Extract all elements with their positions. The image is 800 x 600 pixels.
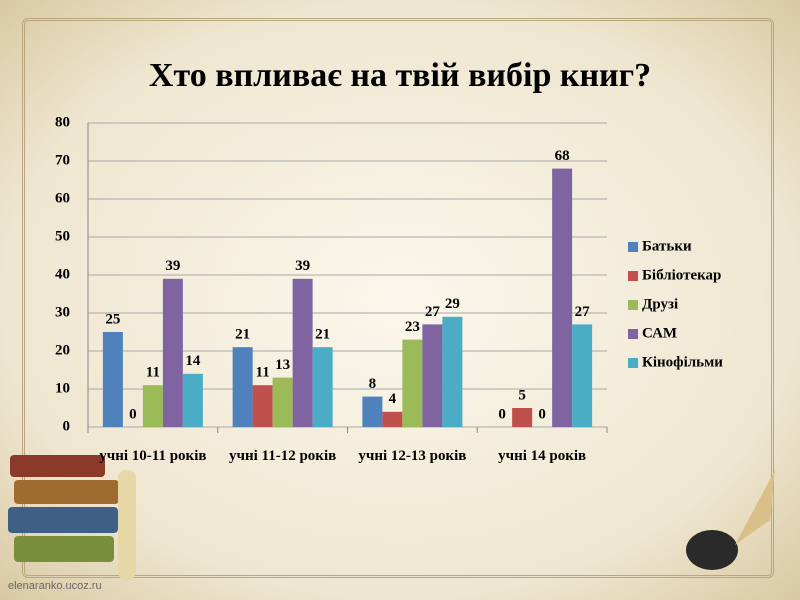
bar xyxy=(162,278,183,427)
bar xyxy=(252,385,273,427)
data-label: 4 xyxy=(389,391,397,407)
legend-swatch xyxy=(628,271,638,281)
bar xyxy=(362,396,383,427)
y-tick-label: 10 xyxy=(55,380,70,396)
data-label: 68 xyxy=(555,148,570,164)
data-label: 29 xyxy=(445,296,460,312)
y-tick-label: 70 xyxy=(55,152,70,168)
chart-title: Хто впливає на твій вибір книг? xyxy=(149,57,651,94)
x-tick-label: учні 14 років xyxy=(498,448,587,464)
y-tick-label: 40 xyxy=(55,266,70,282)
bar xyxy=(382,411,403,427)
legend-label: Бібліотекар xyxy=(642,267,721,283)
frame xyxy=(22,18,774,578)
bar xyxy=(182,373,203,427)
watermark: elenaranko.ucoz.ru xyxy=(8,580,102,592)
legend-swatch xyxy=(628,329,638,339)
legend-label: Друзі xyxy=(642,296,678,312)
data-label: 27 xyxy=(575,304,591,320)
legend-swatch xyxy=(628,300,638,310)
bar xyxy=(232,347,253,427)
books-decoration xyxy=(8,455,775,580)
y-tick-label: 50 xyxy=(55,228,70,244)
bar xyxy=(512,408,533,427)
y-tick-label: 0 xyxy=(63,418,71,434)
data-label: 21 xyxy=(235,327,250,343)
legend-label: Батьки xyxy=(642,238,692,254)
data-label: 25 xyxy=(105,311,120,327)
data-label: 23 xyxy=(405,319,420,335)
data-label: 11 xyxy=(146,365,160,381)
legend-label: САМ xyxy=(642,325,677,341)
data-label: 39 xyxy=(165,258,180,274)
bar xyxy=(402,339,423,427)
data-label: 8 xyxy=(369,376,377,392)
data-label: 0 xyxy=(498,406,506,422)
legend-swatch xyxy=(628,358,638,368)
data-label: 21 xyxy=(315,327,330,343)
y-tick-label: 30 xyxy=(55,304,70,320)
legend-label: Кінофільми xyxy=(642,354,723,370)
data-label: 0 xyxy=(129,406,137,422)
data-label: 27 xyxy=(425,304,441,320)
data-label: 39 xyxy=(295,258,310,274)
data-label: 5 xyxy=(518,387,526,403)
x-tick-label: учні 12-13 років xyxy=(358,448,467,464)
bar xyxy=(422,324,443,427)
data-label: 11 xyxy=(256,365,270,381)
bar xyxy=(142,385,163,427)
bar xyxy=(552,168,573,427)
bar xyxy=(292,278,313,427)
y-tick-label: 60 xyxy=(55,190,70,206)
bar xyxy=(102,332,123,427)
y-tick-label: 80 xyxy=(55,114,70,130)
data-label: 0 xyxy=(538,406,546,422)
legend-swatch xyxy=(628,242,638,252)
bar xyxy=(442,316,463,427)
bar xyxy=(312,347,333,427)
bar xyxy=(572,324,593,427)
y-tick-label: 20 xyxy=(55,342,70,358)
bar xyxy=(272,377,293,427)
x-tick-label: учні 10-11 років xyxy=(99,448,207,464)
data-label: 13 xyxy=(275,357,290,373)
data-label: 14 xyxy=(185,353,201,369)
x-tick-label: учні 11-12 років xyxy=(229,448,337,464)
